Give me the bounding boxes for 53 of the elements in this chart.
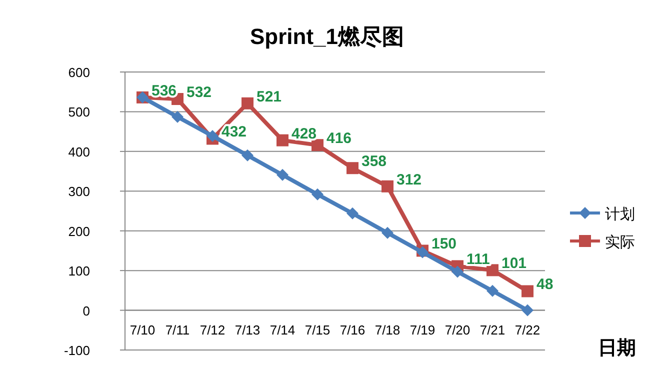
point bbox=[172, 110, 184, 123]
x-tick-label: 7/18 bbox=[374, 322, 400, 338]
text: 48 bbox=[536, 276, 554, 294]
point bbox=[522, 304, 534, 316]
x-tick-label: 7/14 bbox=[270, 322, 296, 338]
point bbox=[312, 139, 324, 152]
x-tick-label: 7/22 bbox=[514, 322, 540, 338]
x-tick-label: 7/13 bbox=[234, 322, 260, 338]
legend-label: 计划 bbox=[605, 206, 635, 223]
x-tick-label: 7/16 bbox=[340, 322, 366, 338]
text: 416 bbox=[326, 130, 352, 148]
point bbox=[242, 149, 254, 162]
point bbox=[346, 162, 358, 174]
text: 312 bbox=[396, 171, 422, 188]
y-tick-label: 600 bbox=[68, 65, 90, 80]
point bbox=[242, 97, 254, 110]
y-tick-label: 100 bbox=[68, 264, 90, 279]
y-tick-label: 400 bbox=[68, 144, 90, 160]
point bbox=[276, 134, 288, 146]
x-tick-label: 7/11 bbox=[165, 322, 190, 338]
x-tick-label: 7/21 bbox=[480, 322, 506, 338]
text: 111 bbox=[466, 251, 490, 268]
y-tick-label: 200 bbox=[68, 224, 90, 239]
point bbox=[522, 285, 534, 298]
x-tick-label: 7/10 bbox=[130, 322, 156, 338]
x-axis-title: 日期 bbox=[598, 338, 636, 359]
y-tick-label: 0 bbox=[82, 303, 90, 318]
text: 521 bbox=[256, 88, 282, 106]
text: 428 bbox=[292, 125, 317, 142]
point bbox=[312, 188, 324, 200]
chart-title: Sprint_1燃尽图 bbox=[250, 24, 404, 49]
text: 101 bbox=[502, 255, 527, 272]
text: 536 bbox=[152, 82, 177, 100]
text: 358 bbox=[362, 153, 387, 170]
point bbox=[486, 284, 498, 297]
point bbox=[452, 266, 464, 278]
y-tick-label: -100 bbox=[64, 343, 90, 358]
point bbox=[276, 168, 288, 181]
x-tick-label: 7/15 bbox=[304, 322, 330, 338]
y-tick-label: 500 bbox=[68, 104, 90, 120]
y-tick-label: 300 bbox=[68, 184, 90, 200]
text: 432 bbox=[222, 124, 247, 141]
x-tick-label: 7/19 bbox=[410, 322, 436, 338]
text: 532 bbox=[186, 84, 212, 102]
legend-label: 实际 bbox=[605, 234, 635, 251]
x-tick-label: 7/20 bbox=[444, 322, 470, 338]
point bbox=[486, 264, 498, 276]
text: 150 bbox=[432, 236, 457, 253]
point bbox=[382, 226, 394, 239]
point bbox=[206, 130, 218, 142]
point bbox=[346, 207, 358, 220]
point bbox=[382, 180, 394, 192]
x-tick-label: 7/12 bbox=[200, 322, 226, 338]
